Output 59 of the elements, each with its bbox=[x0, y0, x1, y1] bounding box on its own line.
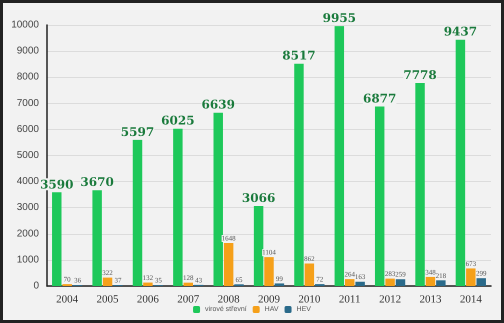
y-tick-label: 10000 bbox=[11, 20, 40, 30]
y-tick-label: 7000 bbox=[16, 98, 40, 109]
bar bbox=[415, 82, 425, 286]
x-tick-label: 2013 bbox=[419, 294, 442, 306]
bar bbox=[274, 283, 284, 286]
bar bbox=[264, 257, 274, 286]
bar bbox=[184, 282, 194, 286]
bar bbox=[344, 279, 354, 286]
x-tick-label: 2012 bbox=[379, 294, 402, 306]
x-tick-label: 2005 bbox=[96, 294, 120, 306]
data-label: 5597 bbox=[120, 124, 154, 139]
data-label: 3670 bbox=[80, 175, 114, 190]
x-tick-label: 2011 bbox=[338, 294, 361, 306]
bar bbox=[355, 282, 365, 286]
data-label: 7778 bbox=[403, 68, 437, 82]
x-tick-label: 2009 bbox=[258, 294, 280, 306]
x-tick-label: 2004 bbox=[56, 294, 79, 306]
x-tick-label: 2010 bbox=[298, 294, 321, 306]
bar bbox=[254, 206, 264, 286]
bar bbox=[466, 268, 476, 286]
y-tick-label: 5000 bbox=[16, 150, 40, 161]
bar bbox=[143, 282, 153, 286]
bar bbox=[385, 278, 395, 286]
bar bbox=[334, 26, 344, 286]
bar bbox=[476, 278, 486, 286]
bar bbox=[456, 40, 466, 286]
data-label: 6877 bbox=[362, 92, 396, 106]
bar bbox=[294, 64, 304, 286]
data-label: 8517 bbox=[282, 48, 316, 63]
data-label: 9955 bbox=[322, 11, 356, 26]
y-tick-label: 2000 bbox=[16, 228, 40, 240]
y-tick-label: 4000 bbox=[16, 176, 40, 188]
y-tick-label: 6000 bbox=[16, 124, 40, 135]
data-label: 3066 bbox=[242, 190, 276, 205]
data-label: 6025 bbox=[161, 114, 195, 128]
y-tick-label: 1000 bbox=[16, 254, 40, 266]
bar bbox=[214, 112, 223, 286]
x-tick-label: 2008 bbox=[218, 294, 240, 306]
bar bbox=[102, 278, 112, 286]
bar bbox=[436, 280, 446, 286]
x-tick-label: 2014 bbox=[460, 294, 482, 306]
y-tick-label: 9000 bbox=[16, 46, 40, 57]
data-label: 3590 bbox=[40, 177, 74, 192]
bar bbox=[304, 264, 314, 286]
bar bbox=[374, 106, 384, 286]
bar bbox=[426, 276, 436, 286]
y-tick-label: 3000 bbox=[16, 202, 40, 214]
x-tick-label: 2007 bbox=[177, 294, 200, 306]
data-label: 6639 bbox=[202, 98, 235, 112]
bar bbox=[396, 279, 406, 286]
bar bbox=[52, 192, 62, 286]
bar bbox=[224, 242, 234, 286]
data-label: 9437 bbox=[444, 24, 478, 39]
y-tick-label: 8000 bbox=[16, 72, 40, 83]
bar bbox=[132, 140, 142, 286]
x-tick-label: 2006 bbox=[136, 294, 160, 306]
bar bbox=[173, 128, 183, 286]
bar bbox=[92, 190, 102, 286]
y-tick-label: 0 bbox=[33, 280, 40, 292]
